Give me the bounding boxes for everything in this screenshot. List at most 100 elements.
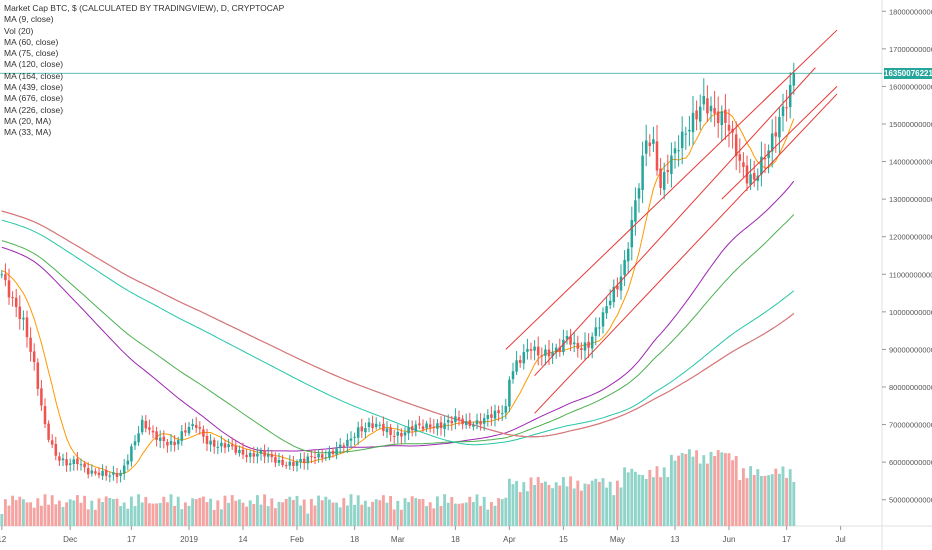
candle-body xyxy=(277,459,281,463)
candle-body xyxy=(97,472,101,476)
volume-bar xyxy=(302,499,306,526)
volume-bar xyxy=(155,503,159,526)
legend-item[interactable]: MA (164, close) xyxy=(4,70,64,81)
y-tick-label: 150000000000 xyxy=(889,120,932,129)
volume-bar xyxy=(349,494,353,526)
candle-body xyxy=(284,465,288,467)
candle-body xyxy=(670,155,673,174)
x-tick-label: 13 xyxy=(671,535,680,544)
legend-item[interactable]: MA (226, close) xyxy=(4,104,64,115)
volume-bar xyxy=(140,502,144,526)
volume-bar xyxy=(587,484,591,526)
candle-body xyxy=(335,448,338,455)
volume-bar xyxy=(705,463,709,526)
volume-bar xyxy=(731,460,735,526)
volume-bar xyxy=(461,503,465,526)
legend-item[interactable]: Vol (20) xyxy=(4,25,34,36)
candle-body xyxy=(792,73,796,86)
candle-body xyxy=(122,465,126,474)
legend-item[interactable]: MA (33, MA) xyxy=(4,127,52,138)
candle-body xyxy=(760,156,763,175)
volume-bar xyxy=(709,451,713,526)
volume-bar xyxy=(684,453,688,526)
volume-bar xyxy=(29,502,33,526)
y-tick-label: 50000000000 xyxy=(889,496,932,505)
y-tick-label: 180000000000 xyxy=(889,7,932,16)
volume-bar xyxy=(428,502,432,526)
candle-body xyxy=(324,457,328,459)
volume-bar xyxy=(421,498,425,526)
legend-item[interactable]: MA (120, close) xyxy=(4,59,64,70)
candle-body xyxy=(389,427,392,435)
volume-bar xyxy=(453,503,457,526)
volume-bar xyxy=(619,487,623,526)
volume-bar xyxy=(165,502,169,526)
candle-body xyxy=(169,440,173,445)
volume-bar xyxy=(662,467,666,526)
legend-item[interactable]: MA (9, close) xyxy=(4,14,54,25)
volume-bar xyxy=(536,477,540,526)
volume-bar xyxy=(237,499,241,526)
candle-body xyxy=(173,441,176,446)
candle-body xyxy=(400,432,403,437)
candle-body xyxy=(616,285,619,290)
candle-body xyxy=(328,451,331,458)
candle-body xyxy=(274,457,277,463)
volume-bar xyxy=(241,502,245,526)
volume-bar xyxy=(338,507,342,526)
candle-body xyxy=(148,427,151,430)
candle-body xyxy=(698,106,702,122)
candle-body xyxy=(392,435,396,437)
legend-item[interactable]: MA (60, close) xyxy=(4,36,59,47)
candle-body xyxy=(0,274,4,276)
legend-item[interactable]: MA (20, MA) xyxy=(4,115,52,126)
volume-bar xyxy=(169,494,173,526)
candle-body xyxy=(151,430,155,433)
candle-body xyxy=(288,461,292,466)
candle-body xyxy=(410,426,414,431)
candle-body xyxy=(421,426,425,430)
candle-body xyxy=(68,463,72,465)
x-tick-label: 18 xyxy=(451,535,460,544)
volume-bar xyxy=(457,503,461,526)
y-tick-label: 170000000000 xyxy=(889,45,932,54)
candle-body xyxy=(637,188,641,199)
candle-body xyxy=(544,349,547,356)
x-tick-label: May xyxy=(610,535,625,544)
volume-bar xyxy=(266,506,270,526)
candle-body xyxy=(133,441,137,446)
volume-bar xyxy=(32,507,36,526)
candle-body xyxy=(349,438,353,441)
candle-body xyxy=(259,450,263,454)
volume-bar xyxy=(554,482,558,526)
candle-body xyxy=(623,259,626,276)
volume-bar xyxy=(43,494,47,526)
candle-body xyxy=(680,131,684,149)
candle-body xyxy=(32,351,36,363)
legend-item[interactable]: MA (75, close) xyxy=(4,48,59,59)
volume-bar xyxy=(353,504,357,526)
volume-bar xyxy=(410,496,414,526)
candle-body xyxy=(198,427,202,429)
y-tick-label: 160000000000 xyxy=(889,82,932,91)
volume-bar xyxy=(702,455,706,526)
legend-item[interactable]: MA (439, close) xyxy=(4,82,64,93)
x-tick-label: Jun xyxy=(723,535,736,544)
volume-bar xyxy=(630,468,634,526)
candle-body xyxy=(569,336,572,345)
legend-item[interactable]: MA (676, close) xyxy=(4,93,64,104)
volume-bar xyxy=(230,495,234,526)
candle-body xyxy=(295,461,299,466)
candle-body xyxy=(65,459,68,466)
candle-body xyxy=(648,142,652,146)
candle-body xyxy=(439,422,443,429)
candle-body xyxy=(83,463,86,468)
candle-body xyxy=(248,453,252,457)
volume-bar xyxy=(111,499,115,526)
candle-body xyxy=(684,133,688,135)
volume-bar xyxy=(551,488,555,526)
volume-bar xyxy=(101,502,105,526)
volume-bar xyxy=(378,500,382,526)
candle-body xyxy=(209,440,212,445)
